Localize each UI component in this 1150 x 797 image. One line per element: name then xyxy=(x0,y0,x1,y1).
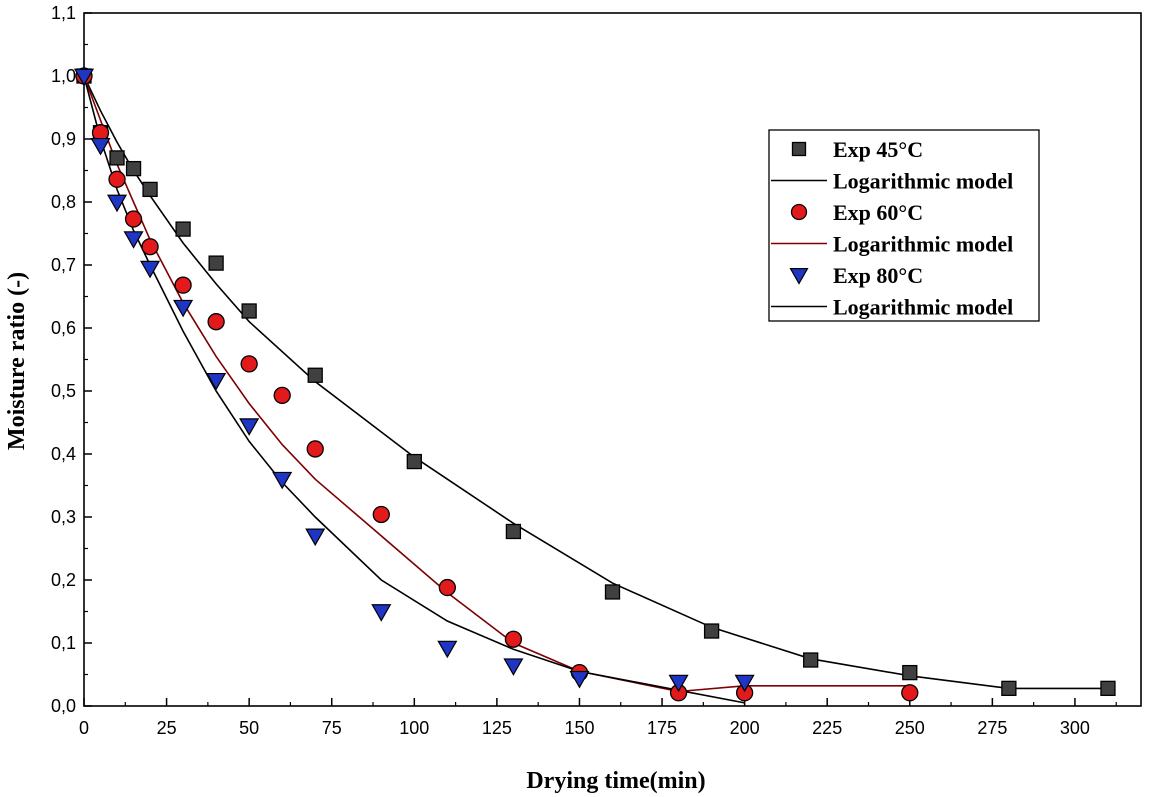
legend-marker xyxy=(789,268,809,285)
y-tick-label: 0,4 xyxy=(51,444,76,464)
y-tick-label: 0,5 xyxy=(51,381,76,401)
data-point xyxy=(73,68,95,87)
x-tick-label: 200 xyxy=(730,718,760,738)
series-markers-4 xyxy=(73,68,755,693)
legend-marker xyxy=(791,141,807,157)
data-point xyxy=(272,471,293,490)
data-point xyxy=(604,584,621,600)
legend-label: Logarithmic model xyxy=(833,169,1013,194)
data-point xyxy=(505,523,522,540)
data-point xyxy=(438,578,456,597)
data-point xyxy=(503,658,524,676)
data-point xyxy=(569,670,590,689)
model-line xyxy=(83,75,745,704)
x-tick-label: 175 xyxy=(647,718,677,738)
data-point xyxy=(1100,680,1116,697)
y-tick-label: 0,7 xyxy=(51,255,76,275)
data-point xyxy=(123,231,144,249)
y-tick-label: 1,1 xyxy=(51,3,76,23)
y-tick-label: 0,2 xyxy=(51,570,76,590)
data-point xyxy=(371,604,392,622)
legend-marker xyxy=(790,203,808,221)
data-point xyxy=(208,255,224,271)
data-point xyxy=(307,367,323,383)
x-axis: 0 25 50 75 100 125 150 175 200 225 250 275 300 xyxy=(79,698,1117,738)
data-point xyxy=(668,674,689,693)
x-tick-label: 75 xyxy=(322,718,342,738)
data-point xyxy=(901,684,919,702)
data-point xyxy=(437,640,458,659)
data-point xyxy=(207,313,225,331)
x-tick-label: 300 xyxy=(1060,718,1090,738)
legend: Exp 45°C Logarithmic model Exp 60°C Logarit… xyxy=(768,129,1040,322)
data-point xyxy=(273,386,291,405)
y-tick-label: 0,6 xyxy=(51,318,76,338)
series-layer xyxy=(73,67,1116,704)
y-tick-label: 0,0 xyxy=(51,696,76,716)
legend-label: Exp 45°C xyxy=(833,137,923,162)
data-point xyxy=(174,276,192,294)
series-markers-0 xyxy=(76,68,1116,697)
x-tick-label: 125 xyxy=(482,718,512,738)
data-point xyxy=(305,528,326,547)
legend-box xyxy=(768,129,1040,322)
y-tick-label: 1,0 xyxy=(51,66,76,86)
y-axis-title: Moisture ratio (-) xyxy=(4,272,30,450)
y-tick-label: 0,3 xyxy=(51,507,76,527)
data-point xyxy=(90,137,111,156)
x-tick-label: 50 xyxy=(239,718,259,738)
legend-label: Exp 60°C xyxy=(833,200,923,225)
data-point xyxy=(241,303,257,319)
data-point xyxy=(108,170,126,188)
data-point xyxy=(142,181,158,198)
data-point xyxy=(124,210,143,228)
y-tick-label: 0,9 xyxy=(51,129,76,149)
data-point xyxy=(106,194,128,213)
data-point xyxy=(504,630,523,648)
data-point xyxy=(240,355,258,373)
data-point xyxy=(734,674,755,693)
data-point xyxy=(173,299,194,318)
data-point xyxy=(239,418,260,436)
x-tick-label: 250 xyxy=(895,718,925,738)
data-point xyxy=(406,453,422,470)
data-point xyxy=(109,150,125,166)
x-tick-label: 225 xyxy=(812,718,842,738)
data-point xyxy=(372,505,390,524)
data-point xyxy=(140,260,161,279)
data-point xyxy=(1001,680,1017,697)
x-tick-label: 100 xyxy=(399,718,429,738)
data-point xyxy=(125,160,142,177)
data-point xyxy=(902,664,918,681)
data-point xyxy=(306,440,324,458)
series-5 xyxy=(83,75,745,704)
x-tick-label: 25 xyxy=(157,718,177,738)
x-tick-label: 0 xyxy=(79,718,89,738)
data-point xyxy=(703,623,720,639)
x-tick-label: 150 xyxy=(564,718,594,738)
y-tick-label: 0,1 xyxy=(51,633,76,653)
legend-label: Exp 80°C xyxy=(833,263,923,288)
data-point xyxy=(803,652,819,668)
legend-label: Logarithmic model xyxy=(833,232,1013,257)
data-point xyxy=(175,221,191,237)
data-point xyxy=(206,372,227,391)
data-point xyxy=(141,238,159,256)
x-axis-title: Drying time(min) xyxy=(526,768,705,794)
legend-label: Logarithmic model xyxy=(833,295,1013,320)
y-tick-label: 0,8 xyxy=(51,192,76,212)
y-axis: 0,0 0,1 0,2 0,3 0,4 0,5 0,6 0,7 0,8 0,9 1,0 1,1 xyxy=(51,3,92,716)
x-tick-label: 275 xyxy=(977,718,1007,738)
